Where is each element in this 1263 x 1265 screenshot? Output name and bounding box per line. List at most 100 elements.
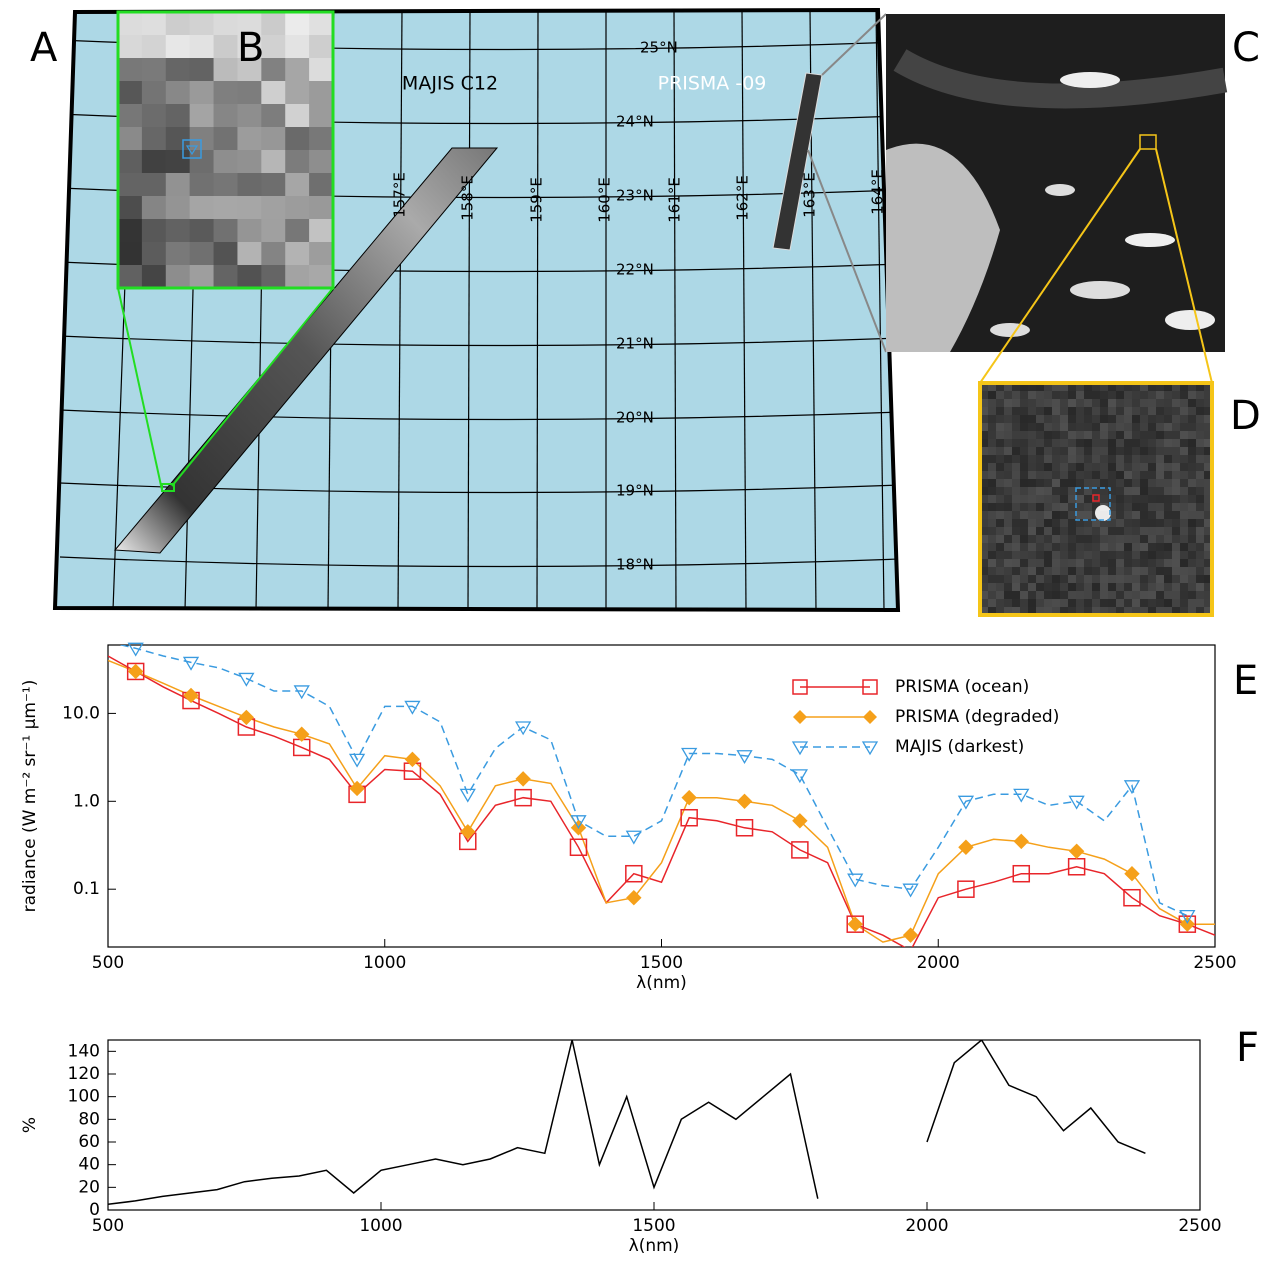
image-pixel: [1060, 391, 1069, 400]
image-pixel: [1116, 391, 1125, 400]
image-pixel: [1124, 503, 1133, 512]
marker: [1012, 864, 1031, 883]
image-pixel: [988, 535, 997, 544]
image-pixel: [1076, 383, 1085, 392]
image-pixel: [165, 81, 191, 105]
image-pixel: [1188, 535, 1197, 544]
image-pixel: [988, 407, 997, 416]
image-pixel: [1116, 503, 1125, 512]
image-pixel: [1164, 479, 1173, 488]
image-pixel: [1204, 447, 1213, 456]
y-axis-label: radiance (W m⁻² sr⁻¹ µm⁻¹): [20, 680, 40, 913]
image-pixel: [1036, 383, 1045, 392]
image-pixel: [1132, 527, 1141, 536]
image-pixel: [1156, 487, 1165, 496]
image-pixel: [1036, 407, 1045, 416]
image-pixel: [1028, 535, 1037, 544]
image-pixel: [1092, 503, 1101, 512]
image-pixel: [1156, 599, 1165, 608]
image-pixel: [980, 607, 989, 616]
image-pixel: [1108, 583, 1117, 592]
image-pixel: [1084, 543, 1093, 552]
image-pixel: [1084, 575, 1093, 584]
legend-marker: [863, 710, 877, 724]
image-pixel: [1172, 591, 1181, 600]
image-pixel: [1148, 607, 1157, 616]
image-pixel: [1172, 423, 1181, 432]
image-pixel: [1172, 519, 1181, 528]
image-pixel: [1132, 471, 1141, 480]
image-pixel: [1020, 519, 1029, 528]
image-pixel: [1052, 583, 1061, 592]
image-pixel: [285, 58, 310, 82]
image-pixel: [1148, 591, 1157, 600]
image-pixel: [1172, 567, 1181, 576]
image-pixel: [285, 219, 310, 243]
image-pixel: [1076, 431, 1085, 440]
image-pixel: [1196, 583, 1205, 592]
image-pixel: [165, 219, 191, 243]
image-pixel: [1060, 551, 1069, 560]
image-pixel: [988, 471, 997, 480]
image-pixel: [1188, 463, 1197, 472]
image-pixel: [1060, 543, 1069, 552]
image-pixel: [309, 150, 334, 174]
image-pixel: [1108, 567, 1117, 576]
image-pixel: [1068, 607, 1077, 616]
image-pixel: [1196, 447, 1205, 456]
image-pixel: [1044, 607, 1053, 616]
image-pixel: [1164, 519, 1173, 528]
image-pixel: [1100, 607, 1109, 616]
image-pixel: [1156, 607, 1165, 616]
image-pixel: [1020, 583, 1029, 592]
image-pixel: [189, 35, 215, 59]
image-pixel: [1004, 423, 1013, 432]
image-pixel: [1148, 599, 1157, 608]
image-pixel: [1108, 447, 1117, 456]
image-pixel: [1164, 567, 1173, 576]
y-tick-label: 1.0: [73, 791, 100, 811]
image-pixel: [1028, 447, 1037, 456]
image-pixel: [1108, 495, 1117, 504]
image-pixel: [1084, 399, 1093, 408]
image-pixel: [1068, 415, 1077, 424]
image-pixel: [996, 495, 1005, 504]
image-pixel: [1140, 567, 1149, 576]
marker: [1179, 916, 1196, 932]
image-pixel: [1124, 383, 1133, 392]
image-pixel: [1148, 503, 1157, 512]
image-pixel: [1100, 559, 1109, 568]
image-pixel: [1204, 599, 1213, 608]
image-pixel: [237, 173, 262, 197]
image-pixel: [1084, 519, 1093, 528]
image-pixel: [1180, 559, 1189, 568]
lat-label: 20°N: [616, 409, 654, 427]
image-pixel: [1012, 479, 1021, 488]
marker: [294, 726, 310, 742]
image-pixel: [1156, 407, 1165, 416]
image-pixel: [1028, 487, 1037, 496]
image-pixel: [118, 58, 143, 82]
lat-label: 18°N: [616, 556, 654, 574]
image-pixel: [1132, 583, 1141, 592]
image-pixel: [1116, 455, 1125, 464]
image-pixel: [1036, 479, 1045, 488]
image-pixel: [1028, 391, 1037, 400]
x-tick-label: 1000: [359, 1216, 402, 1236]
image-pixel: [1172, 383, 1181, 392]
image-pixel: [1044, 535, 1053, 544]
image-pixel: [1084, 495, 1093, 504]
image-pixel: [1076, 471, 1085, 480]
image-pixel: [1164, 423, 1173, 432]
image-pixel: [213, 173, 238, 197]
image-pixel: [1164, 591, 1173, 600]
lon-label: 159°E: [528, 177, 546, 223]
image-pixel: [1140, 519, 1149, 528]
image-pixel: [1068, 383, 1077, 392]
image-pixel: [141, 35, 167, 59]
image-pixel: [1012, 519, 1021, 528]
image-pixel: [1140, 535, 1149, 544]
image-pixel: [1188, 439, 1197, 448]
image-pixel: [1164, 391, 1173, 400]
image-pixel: [189, 173, 215, 197]
